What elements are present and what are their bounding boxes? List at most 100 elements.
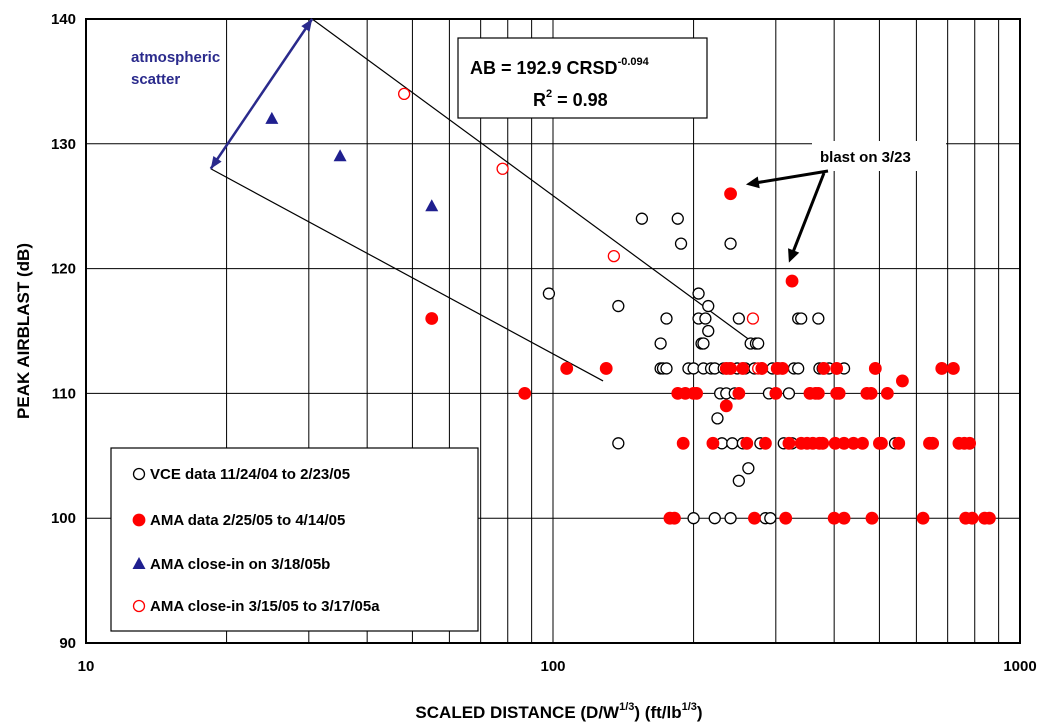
data-point: [782, 387, 796, 400]
data-point: [702, 299, 715, 313]
data-point: [724, 362, 737, 375]
blast-label-bg: [812, 141, 946, 171]
data-point: [742, 462, 755, 475]
equation-line2-exponent: 2: [546, 88, 552, 100]
equation-line2-rest: = 0.98: [552, 90, 608, 110]
data-point: [702, 324, 715, 338]
data-point: [880, 386, 894, 400]
scatter-annotation-line1: atmospheric: [131, 49, 220, 66]
blast-arrows: [745, 169, 829, 263]
legend-box: [110, 447, 479, 632]
data-point: [865, 511, 879, 525]
data-point: [779, 511, 793, 525]
legend-marker: [132, 557, 146, 569]
data-point: [856, 436, 869, 450]
data-point: [965, 511, 979, 525]
data-point: [837, 511, 851, 525]
legend-label: AMA data 2/25/05 to 4/14/05: [150, 512, 345, 529]
legend-label: AMA close-in on 3/18/05b: [150, 556, 330, 573]
fit-lines: [209, 18, 755, 382]
data-point: [724, 512, 737, 525]
scatter-annotation-line2: scatter: [131, 71, 180, 88]
data-point: [612, 299, 625, 313]
x-axis-title-base: SCALED DISTANCE (D/W: [415, 703, 620, 722]
data-point: [654, 337, 667, 350]
data-point: [732, 386, 746, 400]
data-point: [832, 386, 846, 400]
data-point: [333, 149, 347, 162]
equation-line1-base: AB = 192.9 CRSD: [470, 58, 618, 78]
data-point: [776, 362, 789, 375]
x-tick-labels: 10 100 1000: [78, 658, 1037, 675]
data-point: [560, 362, 574, 375]
y-tick-label: 140: [51, 11, 76, 28]
y-tick-label: 90: [59, 635, 76, 652]
legend-label: VCE data 11/24/04 to 2/23/05: [150, 466, 350, 483]
legend-marker: [132, 513, 146, 527]
data-point: [963, 436, 977, 450]
data-point: [946, 362, 960, 375]
data-point: [755, 362, 769, 375]
x-tick-label: 10: [78, 658, 95, 675]
y-axis-title: PEAK AIRBLAST (dB): [14, 243, 33, 419]
data-point: [830, 362, 844, 375]
data-point: [265, 111, 279, 124]
data-point: [711, 412, 724, 425]
data-point: [425, 312, 439, 325]
plot-area-frame: [85, 18, 1021, 644]
data-point: [759, 436, 772, 450]
data-point: [817, 362, 831, 375]
x-tick-label: 1000: [1003, 658, 1036, 675]
y-tick-label: 100: [51, 510, 76, 527]
data-point: [690, 386, 704, 400]
data-point: [811, 386, 825, 400]
grid: [86, 19, 1020, 643]
scatter-arrowhead: [210, 156, 222, 169]
data-point: [726, 437, 739, 450]
blast-arrowhead: [745, 176, 760, 189]
data-point: [769, 386, 783, 400]
data-point: [736, 362, 750, 375]
equation-line2-base: R: [533, 90, 546, 110]
data-point: [668, 511, 681, 525]
y-tick-label: 110: [52, 385, 76, 402]
data-point: [816, 436, 830, 450]
data-point: [724, 187, 737, 201]
data-point: [708, 512, 721, 525]
x-axis-title: SCALED DISTANCE (D/W1/3) (ft/lb1/3): [415, 701, 702, 722]
data-point: [748, 511, 761, 525]
x-axis-title-mid: ) (ft/lb: [634, 703, 681, 722]
data-point: [660, 362, 673, 375]
data-point: [542, 287, 556, 300]
scatter-arrow-line: [209, 18, 314, 170]
legend: VCE data 11/24/04 to 2/23/05 AMA data 2/2…: [132, 466, 380, 615]
data-point: [719, 399, 733, 413]
data-point: [983, 511, 996, 525]
data-point: [864, 386, 878, 400]
data-point: [425, 199, 439, 212]
data-point: [746, 312, 760, 325]
data-point: [397, 87, 411, 101]
data-point: [692, 287, 705, 300]
data-point: [732, 312, 745, 325]
data-point: [607, 249, 621, 263]
data-point: [792, 362, 805, 375]
legend-label: AMA close-in 3/15/05 to 3/17/05a: [150, 598, 380, 615]
data-point: [896, 374, 909, 388]
data-point: [612, 437, 625, 450]
data-point: [671, 212, 684, 225]
blast-arrow-line: [755, 169, 829, 185]
data-point: [752, 337, 765, 350]
blast-arrowhead: [788, 248, 800, 263]
data-point: [868, 362, 882, 375]
data-point: [706, 436, 720, 450]
data-point: [916, 511, 930, 525]
equation-line1: AB = 192.9 CRSD-0.094: [470, 56, 650, 78]
equation-box: [457, 37, 708, 119]
data-point: [518, 386, 532, 400]
data-point: [674, 237, 688, 250]
data-point: [635, 212, 649, 225]
blast-annotation: blast on 3/23: [820, 149, 911, 166]
data-point: [782, 436, 796, 450]
